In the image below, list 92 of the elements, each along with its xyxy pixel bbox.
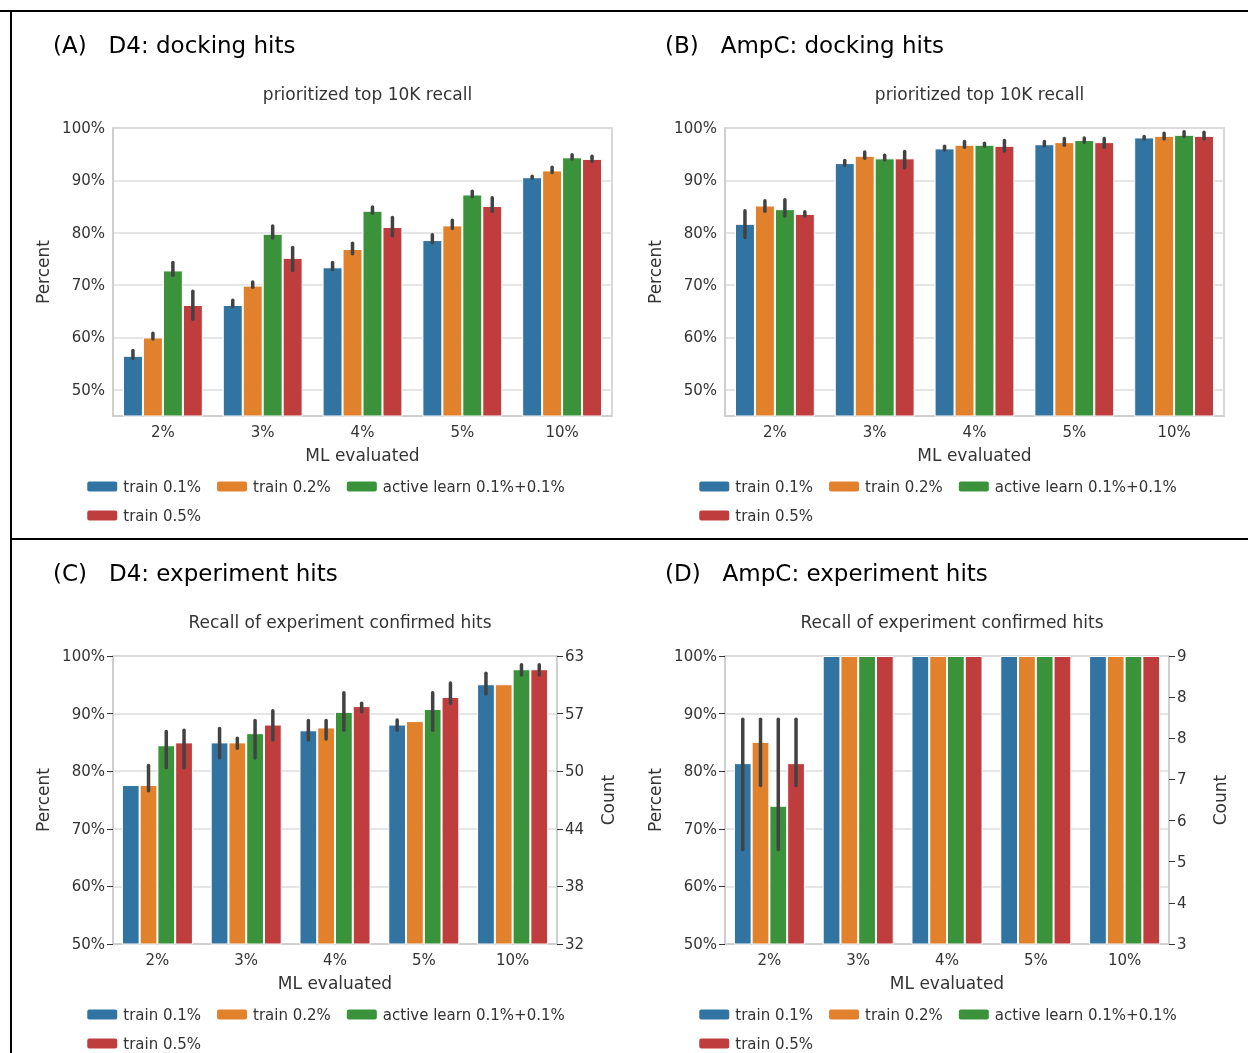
x-tick-label: 4% bbox=[935, 950, 959, 969]
y2-tick-label: 5 bbox=[1177, 852, 1187, 871]
y-tick-label: 100% bbox=[62, 647, 105, 665]
y-tick-label: 60% bbox=[683, 877, 717, 896]
y2-tick-label: 38 bbox=[565, 877, 585, 896]
x-tick-label: 10% bbox=[1157, 422, 1191, 441]
x-tick-label: 10% bbox=[1107, 950, 1142, 969]
legend-label: train 0.2% bbox=[865, 477, 943, 496]
y-tick-label: 70% bbox=[71, 819, 105, 838]
y-axis-title: Percent bbox=[644, 239, 665, 304]
y2-tick-label: 3 bbox=[1177, 935, 1187, 953]
y-tick-label: 60% bbox=[683, 328, 717, 347]
x-tick-label: 4% bbox=[323, 950, 347, 969]
y-axis-title: Percent bbox=[32, 767, 53, 832]
legend-label: active learn 0.1%+0.1% bbox=[994, 1005, 1177, 1024]
y2-tick-label: 6 bbox=[1177, 811, 1187, 830]
y-tick-label: 100% bbox=[62, 119, 105, 137]
y2-axis-title: Count bbox=[1209, 774, 1230, 826]
x-tick-label: 2% bbox=[151, 422, 175, 441]
y2-tick-label: 8 bbox=[1177, 688, 1187, 707]
x-tick-label: 10% bbox=[495, 950, 530, 969]
y-tick-label: 60% bbox=[71, 328, 105, 347]
x-tick-label: 2% bbox=[757, 950, 782, 969]
y-tick-label: 100% bbox=[674, 647, 717, 665]
y-tick-label: 50% bbox=[71, 935, 105, 953]
x-tick-label: 5% bbox=[450, 422, 475, 441]
x-tick-label: 2% bbox=[763, 422, 787, 441]
legend-label: train 0.5% bbox=[123, 506, 202, 525]
y2-tick-label: 44 bbox=[565, 819, 585, 838]
y-tick-label: 100% bbox=[674, 119, 717, 137]
y-axis-title: Percent bbox=[32, 239, 53, 304]
x-tick-label: 5% bbox=[411, 950, 436, 969]
chart-subtitle: Recall of experiment confirmed hits bbox=[188, 611, 492, 632]
y2-tick-label: 50 bbox=[565, 762, 585, 781]
y2-tick-label: 7 bbox=[1177, 770, 1187, 789]
y-tick-label: 70% bbox=[683, 276, 717, 295]
chart-title: (C) D4: experiment hits bbox=[53, 559, 338, 586]
x-tick-label: 3% bbox=[846, 950, 871, 969]
y2-tick-label: 9 bbox=[1177, 647, 1187, 665]
legend-label: train 0.1% bbox=[123, 1005, 202, 1024]
chart-title: (D) AmpC: experiment hits bbox=[665, 559, 988, 586]
legend-label: train 0.5% bbox=[123, 1034, 202, 1053]
legend-label: train 0.2% bbox=[253, 1005, 331, 1024]
y-tick-label: 80% bbox=[71, 762, 105, 781]
x-tick-label: 3% bbox=[862, 422, 887, 441]
legend-label: train 0.5% bbox=[735, 506, 814, 525]
x-axis-title: ML evaluated bbox=[277, 972, 393, 993]
chart-title: (B) AmpC: docking hits bbox=[665, 31, 944, 58]
y2-tick-label: 63 bbox=[565, 647, 585, 665]
y2-tick-label: 57 bbox=[565, 704, 585, 723]
chart-subtitle: prioritized top 10K recall bbox=[262, 83, 473, 104]
legend-label: train 0.1% bbox=[123, 477, 202, 496]
chart-title: (A) D4: docking hits bbox=[53, 31, 296, 58]
y-tick-label: 50% bbox=[71, 380, 105, 399]
y-axis-title: Percent bbox=[644, 767, 665, 832]
chart-subtitle: prioritized top 10K recall bbox=[874, 83, 1085, 104]
x-axis-title: ML evaluated bbox=[889, 972, 1005, 993]
x-tick-label: 3% bbox=[234, 950, 259, 969]
y2-axis-title: Count bbox=[597, 774, 618, 826]
legend-label: train 0.1% bbox=[735, 477, 814, 496]
x-tick-label: 4% bbox=[350, 422, 375, 441]
legend-label: active learn 0.1%+0.1% bbox=[382, 1005, 565, 1024]
y-tick-label: 90% bbox=[71, 171, 105, 190]
y-tick-label: 60% bbox=[71, 877, 105, 896]
y-tick-label: 80% bbox=[683, 223, 717, 242]
x-axis-title: ML evaluated bbox=[305, 444, 420, 465]
y-tick-label: 90% bbox=[683, 171, 717, 190]
x-tick-label: 2% bbox=[145, 950, 170, 969]
y-tick-label: 70% bbox=[683, 819, 717, 838]
legend-label: active learn 0.1%+0.1% bbox=[994, 477, 1177, 496]
legend-label: train 0.1% bbox=[735, 1005, 814, 1024]
legend-label: train 0.2% bbox=[865, 1005, 943, 1024]
y-tick-label: 90% bbox=[683, 704, 717, 723]
y-tick-label: 50% bbox=[683, 935, 717, 953]
y-tick-label: 80% bbox=[683, 762, 717, 781]
y2-tick-label: 4 bbox=[1177, 893, 1187, 912]
y2-tick-label: 8 bbox=[1177, 729, 1187, 748]
chart-subtitle: Recall of experiment confirmed hits bbox=[800, 611, 1104, 632]
y-tick-label: 90% bbox=[71, 704, 105, 723]
x-tick-label: 10% bbox=[545, 422, 579, 441]
legend-label: active learn 0.1%+0.1% bbox=[382, 477, 565, 496]
y-tick-label: 70% bbox=[71, 276, 105, 295]
x-axis-title: ML evaluated bbox=[917, 444, 1032, 465]
x-tick-label: 5% bbox=[1062, 422, 1087, 441]
y-tick-label: 50% bbox=[683, 380, 717, 399]
legend-label: train 0.5% bbox=[735, 1034, 814, 1053]
x-tick-label: 5% bbox=[1023, 950, 1048, 969]
y2-tick-label: 32 bbox=[565, 935, 585, 953]
legend-label: train 0.2% bbox=[253, 477, 331, 496]
x-tick-label: 4% bbox=[962, 422, 987, 441]
x-tick-label: 3% bbox=[250, 422, 275, 441]
y-tick-label: 80% bbox=[71, 223, 105, 242]
